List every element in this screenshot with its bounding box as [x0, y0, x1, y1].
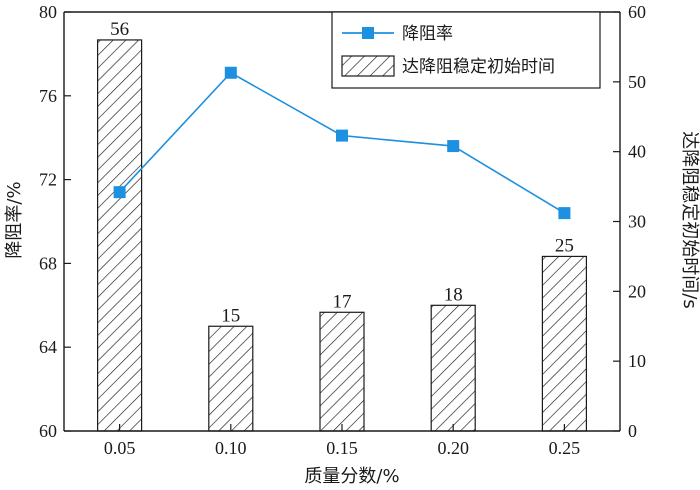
drag-reduction-line: [119, 71, 565, 214]
legend-entry-line: 降阻率: [402, 24, 453, 44]
line-marker-0: [113, 186, 126, 199]
bar-1: [208, 325, 254, 432]
legend-bar-swatch: [341, 55, 395, 77]
bar-3: [430, 304, 476, 432]
x-tick-label-3: 0.20: [437, 438, 469, 458]
line-marker-1: [224, 66, 237, 79]
line-marker-2: [336, 129, 348, 142]
legend-marker-swatch: [362, 27, 374, 39]
x-tick-label-1: 0.10: [215, 438, 247, 458]
y-right-tick-label-0: 0: [628, 421, 637, 441]
bar-4: [541, 255, 588, 432]
x-tick-label-0: 0.05: [104, 438, 136, 458]
bar-value-label-4: 25: [555, 235, 574, 256]
y-axis-left-title: 降阻率/%: [4, 181, 25, 258]
y-right-tick-label-2: 20: [628, 281, 646, 301]
bar-value-label-1: 15: [221, 305, 240, 326]
y-left-tick-label-3: 72: [39, 170, 57, 190]
line-marker-3: [447, 140, 460, 153]
y-right-tick-label-5: 50: [628, 72, 646, 92]
legend: 降阻率 达降阻稳定初始时间: [331, 11, 601, 89]
y-left-tick-label-5: 80: [39, 2, 57, 22]
bar-value-label-3: 18: [444, 284, 463, 305]
y-left-tick-label-0: 60: [39, 421, 57, 441]
y-right-tick-label-3: 30: [628, 212, 646, 232]
y-right-tick-label-6: 60: [628, 2, 646, 22]
x-tick-label-2: 0.15: [326, 438, 358, 458]
bar-value-label-0: 56: [110, 19, 129, 40]
line-marker-4: [558, 207, 571, 220]
x-tick-label-4: 0.25: [549, 438, 581, 458]
y-right-tick-label-4: 40: [628, 142, 646, 162]
bar-value-label-2: 17: [333, 291, 352, 312]
legend-entry-bar: 达降阻稳定初始时间: [402, 57, 555, 77]
y-axis-right-title: 达降阻稳定初始时间/s: [679, 131, 700, 308]
y-left-tick-label-2: 68: [39, 253, 57, 273]
y-right-tick-label-1: 10: [628, 351, 646, 371]
y-left-tick-label-1: 64: [39, 337, 57, 357]
bar-0: [96, 39, 143, 432]
y-left-tick-label-4: 76: [39, 86, 57, 106]
x-axis-title: 质量分数/%: [304, 466, 399, 487]
bar-2: [319, 311, 365, 432]
